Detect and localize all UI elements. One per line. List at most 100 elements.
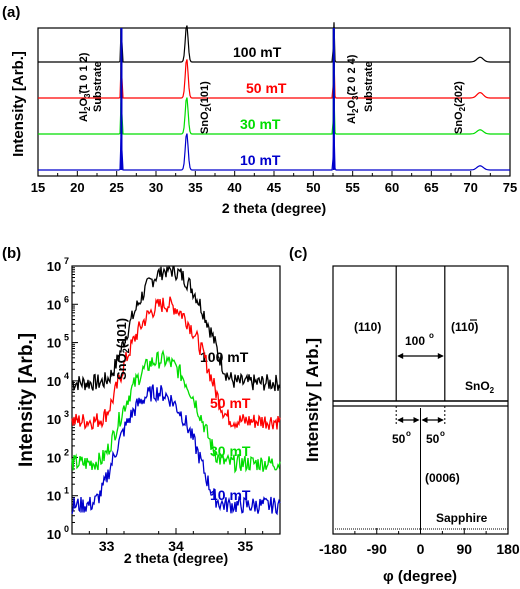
b-series-line xyxy=(71,349,281,474)
b-ytick-label: 10 xyxy=(47,297,61,312)
c-xtick-label: -180 xyxy=(319,541,347,557)
c-xtick-label: -90 xyxy=(367,541,387,557)
panel-a-xlabel: 2 theta (degree) xyxy=(222,200,326,216)
a-xtick-label: 25 xyxy=(109,180,123,195)
svg-text:SnO2(202): SnO2(202) xyxy=(453,81,467,134)
panel-c-series xyxy=(333,266,508,530)
panel-b-label: (b) xyxy=(2,245,21,262)
b-ytick-exp: 7 xyxy=(64,256,69,266)
a-series-label: 100 mT xyxy=(233,44,282,60)
b-ytick-label: 10 xyxy=(47,527,61,542)
a-series-line xyxy=(38,130,510,171)
svg-text:Al2O3(2 0 2 4): Al2O3(2 0 2 4) xyxy=(346,54,360,124)
panel-a-ylabel: Intensity [Arb.] xyxy=(10,51,27,157)
panel-c-ylabel: Intensity [ Arb.] xyxy=(303,338,322,462)
svg-text:100: 100 xyxy=(405,334,425,348)
b-ytick-exp: 3 xyxy=(64,409,69,419)
annotation-sno2-101: SnO2(101) xyxy=(199,81,213,134)
b-series-label: 50 mT xyxy=(210,395,251,411)
b-series-label: 10 mT xyxy=(210,487,251,503)
annotation-substrate-2: Substrate xyxy=(363,61,375,112)
panel-b-xlabel: 2 theta (degree) xyxy=(124,550,228,566)
svg-text:SnO2(101): SnO2(101) xyxy=(199,81,213,134)
a-xtick-label: 60 xyxy=(385,180,399,195)
b-series-label: 100 mT xyxy=(200,349,249,365)
c-arrowhead xyxy=(437,417,444,423)
a-series-line xyxy=(38,58,510,99)
a-xtick-label: 75 xyxy=(503,180,517,195)
angle-50-left-label: 50 o xyxy=(392,429,411,446)
svg-text:o: o xyxy=(440,429,445,438)
peak-label-1-10: (110) xyxy=(451,319,478,334)
c-arrowhead xyxy=(437,353,444,359)
panel-b-series: 100 mT 50 mT 30 mT 10 mT xyxy=(71,265,281,516)
svg-text:(110): (110) xyxy=(451,320,478,334)
panel-a-xticks: 15 20 25 30 35 40 45 50 55 60 65 70 75 xyxy=(31,171,517,195)
panel-c-ticks: -180 -90 0 90 180 xyxy=(319,528,520,557)
b-series-line xyxy=(71,384,281,516)
panel-b-peak-label: SnO2(101) xyxy=(114,318,131,380)
a-series-label: 30 mT xyxy=(240,116,281,132)
a-xtick-label: 40 xyxy=(227,180,241,195)
sapphire-trace-label: Sapphire xyxy=(436,511,488,525)
b-ytick-label: 10 xyxy=(47,450,61,465)
svg-text:50: 50 xyxy=(426,432,440,446)
a-xtick-label: 50 xyxy=(306,180,320,195)
b-ytick-label: 10 xyxy=(47,336,61,351)
svg-text:SnO2(101): SnO2(101) xyxy=(114,318,131,380)
c-arrowhead xyxy=(421,417,428,423)
peak-label-0006: (0006) xyxy=(425,471,460,485)
b-ytick-label: 10 xyxy=(47,259,61,274)
svg-text:SnO2: SnO2 xyxy=(465,379,495,395)
b-series-line xyxy=(71,265,281,392)
panel-a-series: 100 mT 50 mT 30 mT 10 mT xyxy=(38,22,510,171)
a-xtick-label: 20 xyxy=(70,180,84,195)
svg-text:o: o xyxy=(429,331,434,340)
svg-text:Al2O3(1 0 1 2): Al2O3(1 0 1 2) xyxy=(78,52,92,122)
b-xtick-label: 35 xyxy=(238,538,254,554)
b-ytick-exp: 5 xyxy=(64,333,69,343)
panel-c-xlabel: φ (degree) xyxy=(383,568,457,585)
annotation-sno2-202: SnO2(202) xyxy=(453,81,467,134)
annotation-substrate-1: Substrate xyxy=(92,61,104,112)
a-xtick-label: 45 xyxy=(267,180,281,195)
panel-c-label: (c) xyxy=(289,245,307,262)
peak-label-110: (110) xyxy=(354,320,381,334)
annotation-al2o3-1012: Al2O3(1 0 1 2) xyxy=(78,52,92,122)
a-series-label: 50 mT xyxy=(246,80,287,96)
b-ytick-exp: 2 xyxy=(64,447,69,457)
a-xtick-label: 35 xyxy=(188,180,202,195)
b-series-line xyxy=(71,296,281,431)
b-xtick-label: 34 xyxy=(168,538,184,554)
svg-text:o: o xyxy=(406,429,411,438)
c-arrowhead xyxy=(397,417,404,423)
b-ytick-label: 10 xyxy=(47,374,61,389)
panel-a-label: (a) xyxy=(2,4,20,21)
angle-50-right-label: 50 o xyxy=(426,429,445,446)
b-ytick-exp: 4 xyxy=(64,371,69,381)
a-xtick-label: 70 xyxy=(463,180,477,195)
sno2-trace-label: SnO2 xyxy=(465,379,495,395)
svg-text:50: 50 xyxy=(392,432,406,446)
b-ytick-exp: 0 xyxy=(64,524,69,534)
a-series-label: 10 mT xyxy=(240,152,281,168)
b-ytick-exp: 6 xyxy=(64,294,69,304)
c-xtick-label: 180 xyxy=(496,541,520,557)
b-xtick-label: 33 xyxy=(99,538,115,554)
b-ytick-label: 10 xyxy=(47,412,61,427)
b-series-label: 30 mT xyxy=(210,443,251,459)
a-xtick-label: 55 xyxy=(345,180,359,195)
b-ytick-exp: 1 xyxy=(64,486,69,496)
c-xtick-label: 90 xyxy=(456,541,472,557)
panel-a: 15 20 25 30 35 40 45 50 55 60 65 70 75 100 mT 50 mT 30… xyxy=(10,22,517,216)
b-ytick-label: 10 xyxy=(47,489,61,504)
c-arrowhead xyxy=(397,353,404,359)
a-series-line xyxy=(38,22,510,63)
a-xtick-label: 65 xyxy=(424,180,438,195)
panel-b-ylabel: Intensity [Arb.] xyxy=(16,333,37,467)
angle-100-label: 100 o xyxy=(405,331,434,348)
annotation-al2o3-2024: Al2O3(2 0 2 4) xyxy=(346,54,360,124)
